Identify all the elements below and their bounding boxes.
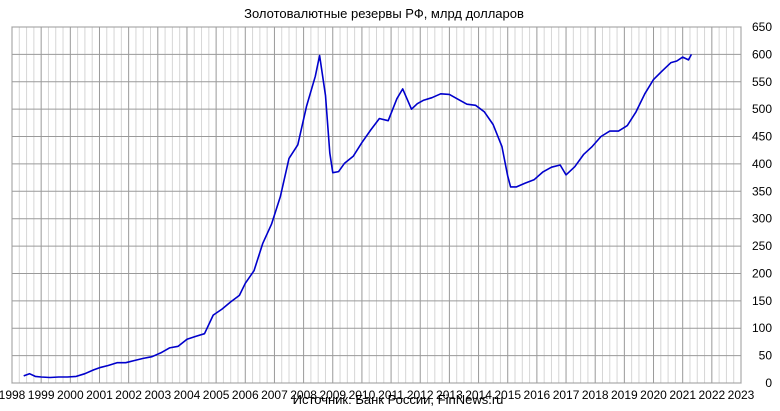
- x-tick-label: 2023: [728, 388, 755, 402]
- y-tick-label: 400: [752, 157, 772, 171]
- x-tick-label: 2015: [494, 388, 521, 402]
- x-tick-label: 2016: [524, 388, 551, 402]
- y-tick-label: 50: [759, 349, 773, 363]
- x-tick-label: 2014: [465, 388, 492, 402]
- y-axis-ticks: 0 50 100 150 200 250 300 350 400 450 500 550 600 650: [752, 20, 772, 390]
- y-tick-label: 150: [752, 294, 772, 308]
- x-tick-label: 2020: [640, 388, 667, 402]
- y-tick-label: 250: [752, 239, 772, 253]
- x-tick-label: 2018: [582, 388, 609, 402]
- y-tick-label: 550: [752, 75, 772, 89]
- series-layer: [23, 54, 693, 379]
- y-tick-label: 300: [752, 212, 772, 226]
- y-tick-label: 500: [752, 102, 772, 116]
- x-tick-label: 2013: [436, 388, 463, 402]
- x-tick-label: 2010: [349, 388, 376, 402]
- x-tick-label: 2006: [232, 388, 259, 402]
- x-tick-label: 2000: [57, 388, 84, 402]
- y-tick-label: 0: [765, 376, 772, 390]
- x-tick-label: 2001: [86, 388, 113, 402]
- y-tick-label: 350: [752, 184, 772, 198]
- x-tick-label: 2003: [144, 388, 171, 402]
- chart-title: Золотовалютные резервы РФ, млрд долларов: [244, 6, 524, 21]
- x-tick-label: 2008: [290, 388, 317, 402]
- y-tick-label: 100: [752, 321, 772, 335]
- x-tick-label: 2009: [319, 388, 346, 402]
- y-tick-label: 200: [752, 266, 772, 280]
- x-tick-label: 1999: [28, 388, 55, 402]
- x-tick-label: 2021: [669, 388, 696, 402]
- x-tick-label: 2012: [407, 388, 434, 402]
- series-line-0: [23, 54, 693, 379]
- chart-source: Источник: Банк России, FinNews.ru: [293, 392, 504, 407]
- x-tick-label: 2005: [203, 388, 230, 402]
- x-tick-label: 2007: [261, 388, 288, 402]
- y-tick-label: 650: [752, 20, 772, 34]
- x-axis-ticks: 1998 1999 2000 2001 2002 2003 2004 2005 2006 2007…: [0, 388, 755, 402]
- y-tick-label: 600: [752, 47, 772, 61]
- x-tick-label: 2011: [378, 388, 404, 402]
- x-tick-label: 2019: [611, 388, 638, 402]
- x-tick-label: 2022: [698, 388, 725, 402]
- x-tick-label: 2004: [174, 388, 201, 402]
- x-tick-label: 1998: [0, 388, 26, 402]
- y-tick-label: 450: [752, 130, 772, 144]
- grid: [11, 26, 742, 384]
- x-tick-label: 2002: [115, 388, 142, 402]
- x-tick-label: 2017: [553, 388, 580, 402]
